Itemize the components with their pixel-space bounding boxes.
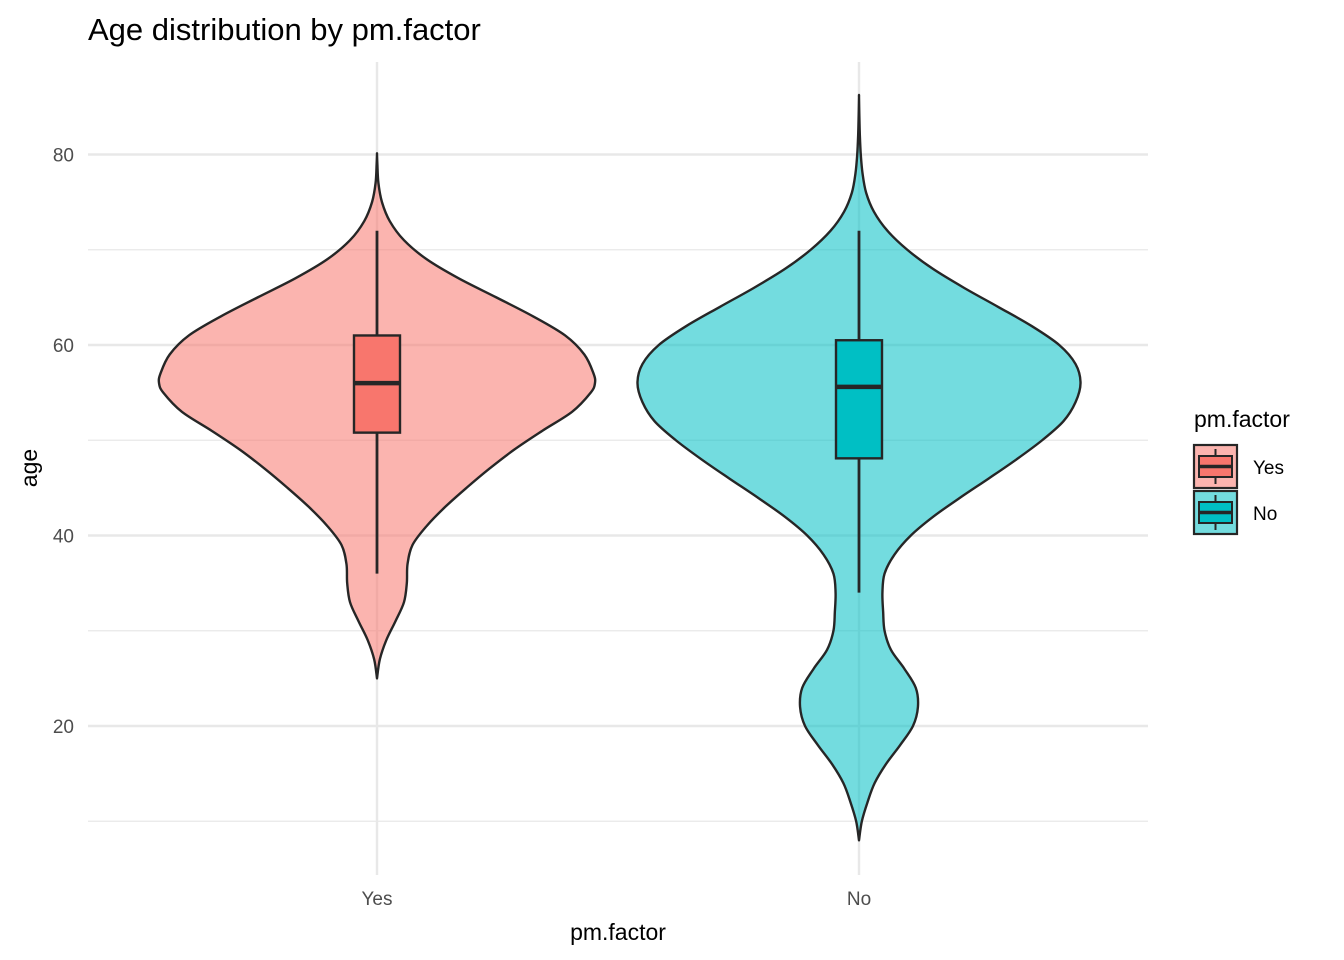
boxplots [352, 230, 884, 593]
violins [157, 93, 1082, 842]
x-axis-title: pm.factor [570, 919, 666, 945]
x-tick-label: No [847, 889, 871, 910]
y-tick-label: 80 [53, 146, 74, 167]
x-tick-labels: Yes No [362, 889, 872, 910]
legend-label-no: No [1253, 504, 1277, 525]
y-tick-labels: 20 40 60 80 [53, 146, 74, 739]
y-axis-title: age [16, 449, 42, 487]
chart-title: Age distribution by pm.factor [88, 12, 481, 47]
legend: pm.factor Yes No [1192, 406, 1290, 536]
y-tick-label: 60 [53, 336, 74, 357]
legend-title: pm.factor [1194, 406, 1290, 432]
x-tick-label: Yes [362, 889, 393, 910]
y-tick-label: 20 [53, 717, 74, 738]
legend-label-yes: Yes [1253, 458, 1284, 479]
legend-items: Yes No [1192, 443, 1284, 536]
y-tick-label: 40 [53, 527, 74, 548]
box-no [834, 339, 884, 460]
